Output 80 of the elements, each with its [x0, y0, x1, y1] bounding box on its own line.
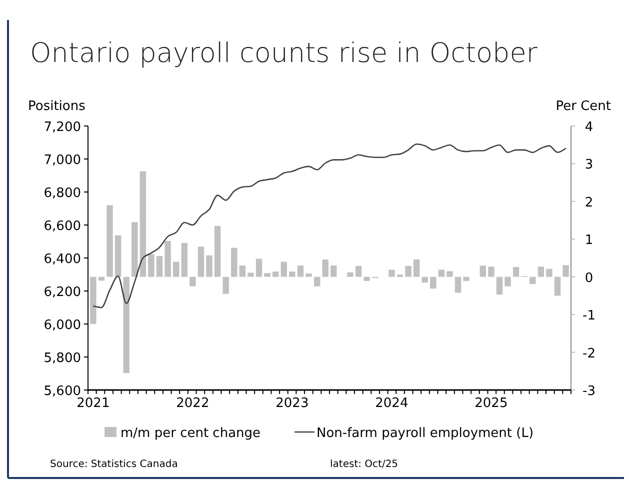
x-tick-label: 2021 — [76, 396, 110, 411]
legend-label: m/m per cent change — [120, 426, 261, 441]
bar — [164, 241, 171, 277]
bar — [488, 266, 494, 277]
y-tick-label: 6,200 — [44, 285, 81, 300]
bar — [280, 262, 288, 277]
y2-tick-label: 3 — [584, 158, 594, 173]
bar — [132, 222, 138, 277]
bar — [248, 272, 254, 277]
bar — [181, 242, 188, 277]
chart-title: Ontario payroll counts rise in October — [30, 38, 538, 69]
y2-tick-label: -3 — [582, 384, 596, 399]
y2-tick-label: 1 — [584, 233, 594, 248]
bar — [272, 272, 279, 277]
bar — [264, 273, 270, 277]
bar — [222, 276, 229, 294]
y2-tick-label: 4 — [584, 120, 594, 135]
bar — [206, 255, 212, 277]
bar — [106, 205, 113, 277]
y2-tick-label: 0 — [584, 270, 594, 286]
y-tick-label: 7,200 — [44, 120, 81, 135]
bar — [306, 273, 312, 277]
bar — [454, 276, 462, 293]
y-tick-label: 6,800 — [44, 186, 81, 201]
y-tick-label: 6,600 — [44, 219, 81, 234]
bar — [546, 268, 552, 277]
bar — [90, 276, 96, 324]
bar — [156, 256, 163, 277]
bar — [140, 171, 146, 277]
bar — [504, 276, 511, 286]
x-tick-label: 2025 — [474, 396, 508, 411]
x-tick-label: 2023 — [276, 396, 309, 411]
bar — [190, 276, 196, 286]
bar — [214, 226, 221, 277]
bar — [405, 266, 412, 277]
bar — [347, 272, 354, 277]
y2-tick-label: -1 — [582, 308, 596, 324]
legend-label: Non-farm payroll employment (L) — [316, 426, 534, 441]
bar — [114, 235, 122, 277]
bar — [314, 276, 320, 286]
bar — [322, 260, 328, 277]
source-note: Source: Statistics Canada — [50, 459, 178, 470]
bar — [463, 276, 470, 282]
bar — [123, 276, 130, 374]
bar — [297, 266, 304, 277]
bar — [438, 270, 445, 277]
y2-tick-label: 2 — [584, 195, 594, 210]
bar — [256, 258, 262, 277]
bar — [496, 276, 503, 295]
bar — [413, 260, 420, 277]
bar — [172, 262, 180, 277]
bar — [364, 276, 370, 282]
bar — [148, 254, 154, 277]
y-tick-label: 5,800 — [44, 351, 81, 366]
bar — [554, 276, 561, 296]
text: latest: Oct/25 — [330, 459, 398, 470]
bar — [530, 276, 536, 284]
x-tick-label: 2024 — [375, 396, 408, 411]
bar — [198, 246, 204, 277]
bar — [538, 266, 544, 277]
bar — [388, 270, 395, 277]
bar — [422, 276, 428, 283]
bar — [512, 267, 520, 277]
y-tick-label: 7,000 — [44, 153, 81, 168]
bar — [231, 248, 238, 277]
x-tick-label: 2022 — [176, 396, 210, 411]
y-tick-label: 6,400 — [44, 252, 81, 267]
bar — [289, 272, 296, 277]
bar — [480, 266, 486, 277]
y-tick-label: 6,000 — [44, 318, 81, 333]
y2-axis-title: Per Cent — [556, 99, 611, 114]
bar — [446, 271, 453, 277]
bar — [355, 266, 362, 277]
y2-tick-label: -2 — [582, 346, 596, 362]
bar — [330, 266, 337, 277]
bar — [562, 265, 569, 277]
line-series — [92, 144, 566, 308]
bar — [430, 276, 436, 289]
bar — [239, 266, 246, 277]
y-axis-title: Positions — [28, 99, 86, 114]
